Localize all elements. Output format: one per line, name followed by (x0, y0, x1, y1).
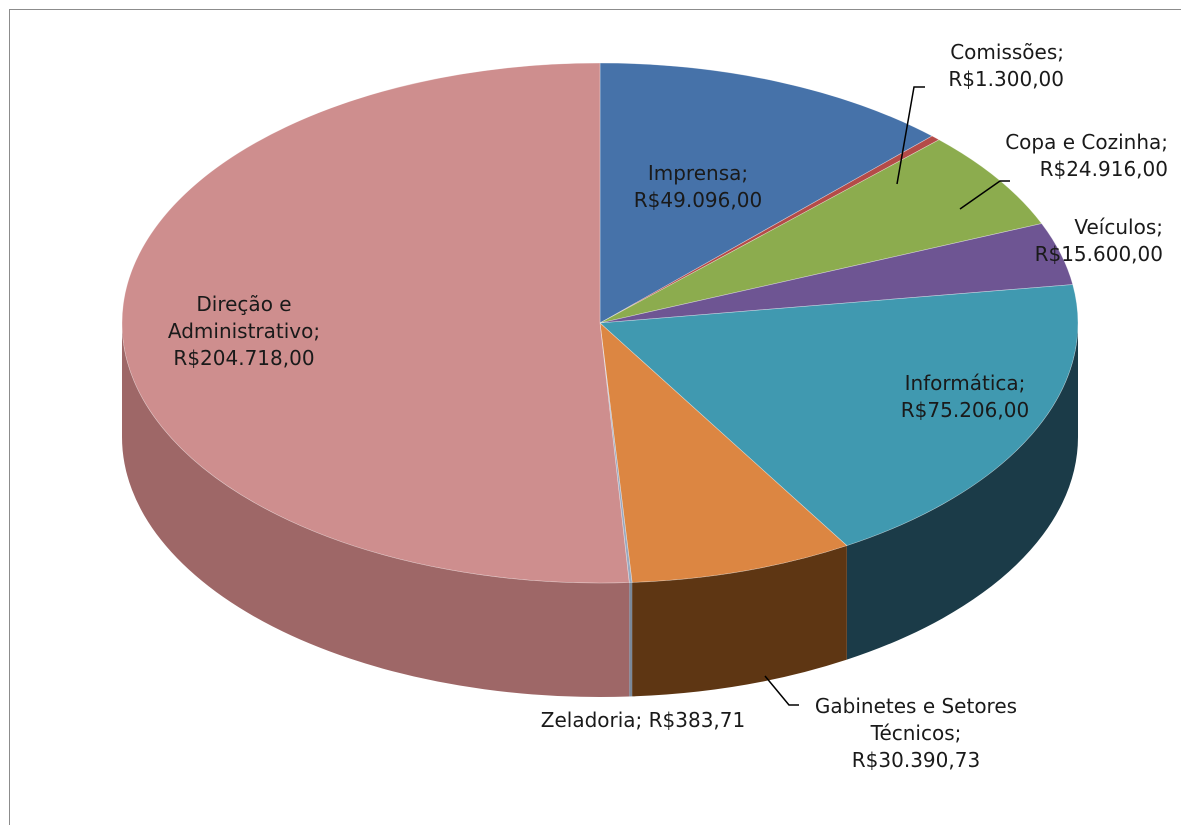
label-informatica: Informática; R$75.206,00 (901, 371, 1029, 422)
slice-direcao-e-administrativo (121, 62, 630, 584)
slice-informatica (599, 284, 1079, 546)
side-direcao-e-administrativo (122, 323, 630, 698)
label-direcao-e-administrativo: Direção e Administrativo; R$204.718,00 (168, 292, 320, 370)
label-comissoes: Comissões; R$1.300,00 (948, 40, 1064, 91)
label-copa-e-cozinha: Copa e Cozinha; R$24.916,00 (1005, 130, 1168, 181)
leader-comissoes (896, 86, 925, 185)
pie-sides (122, 323, 1078, 698)
side-zeladoria (629, 582, 633, 697)
slice-imprensa (599, 62, 933, 324)
leader-lines (764, 86, 1010, 706)
label-imprensa: Imprensa; R$49.096,00 (634, 161, 762, 212)
label-gabinetes-e-setores-tecnicos: Gabinetes e Setores Técnicos; R$30.390,73 (815, 694, 1017, 772)
slice-labels: Imprensa; R$49.096,00 Comissões; R$1.300,00… (168, 40, 1168, 772)
leader-copa-e-cozinha (959, 180, 1010, 210)
side-informatica (846, 323, 1078, 660)
slice-copa-e-cozinha (599, 139, 1043, 324)
label-veiculos: Veículos; R$15.600,00 (1035, 215, 1163, 266)
leader-gabinetes-e-setores-tecnicos (764, 675, 799, 706)
slice-gabinetes-e-setores-tecnicos (599, 322, 848, 583)
pie-tops (121, 62, 1079, 584)
label-zeladoria: Zeladoria; R$383,71 (541, 708, 745, 732)
chart-frame (9, 9, 1181, 825)
side-gabinetes-e-setores-tecnicos (632, 545, 847, 697)
